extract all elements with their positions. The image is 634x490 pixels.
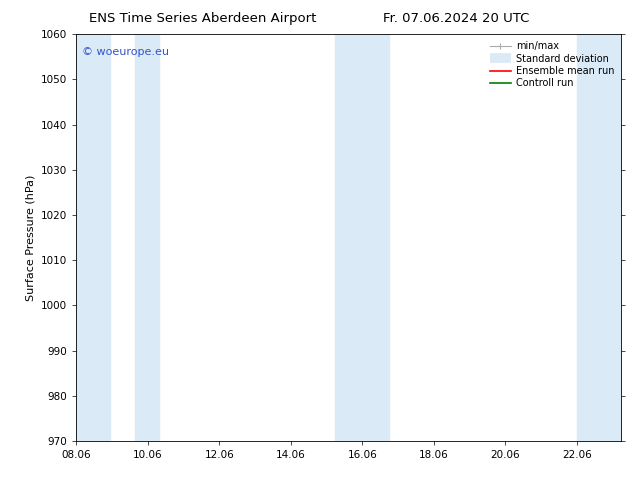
Text: ENS Time Series Aberdeen Airport: ENS Time Series Aberdeen Airport (89, 12, 316, 25)
Text: © woeurope.eu: © woeurope.eu (82, 47, 169, 56)
Y-axis label: Surface Pressure (hPa): Surface Pressure (hPa) (25, 174, 36, 301)
Bar (335, 34, 389, 441)
Legend: min/max, Standard deviation, Ensemble mean run, Controll run: min/max, Standard deviation, Ensemble me… (488, 39, 616, 90)
Bar (135, 34, 159, 441)
Text: Fr. 07.06.2024 20 UTC: Fr. 07.06.2024 20 UTC (384, 12, 529, 25)
Bar (76, 34, 110, 441)
Bar (577, 34, 621, 441)
